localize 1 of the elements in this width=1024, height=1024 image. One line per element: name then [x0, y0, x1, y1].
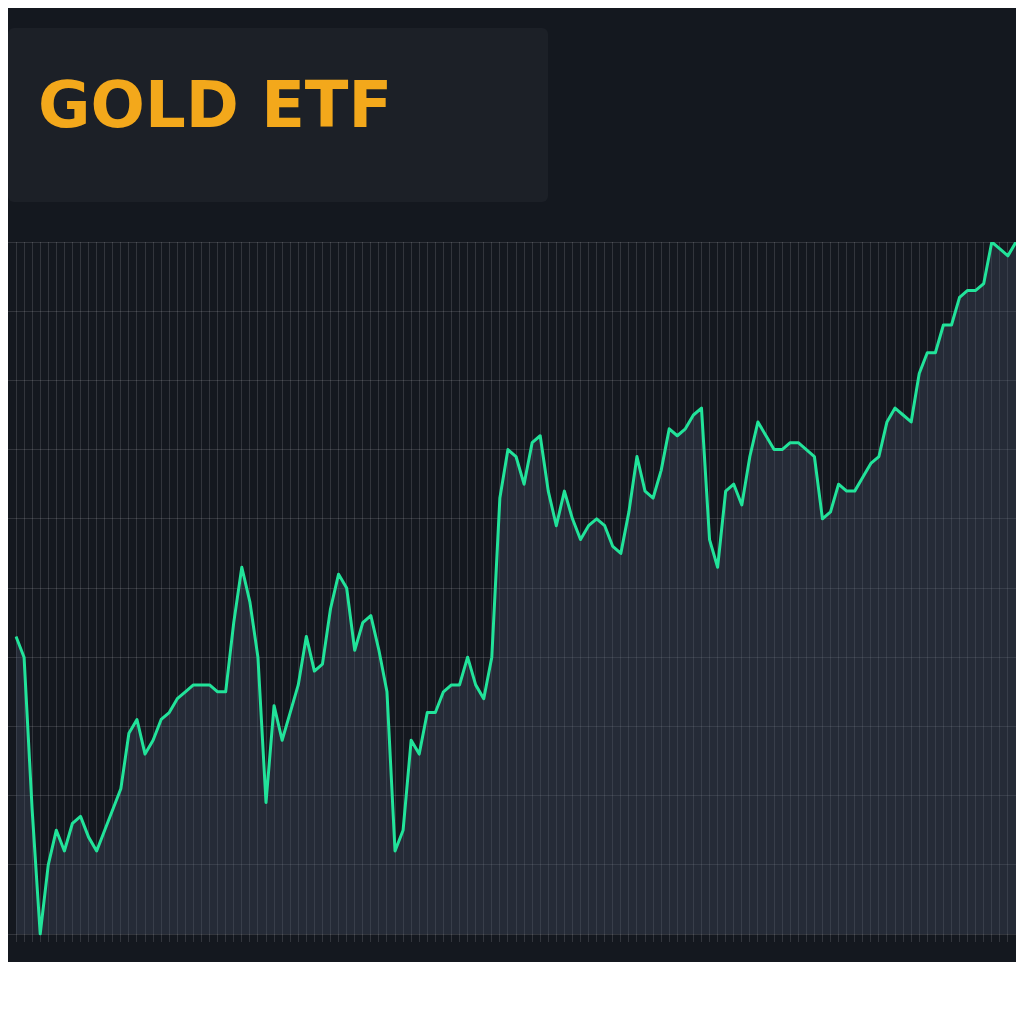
chart-title: GOLD ETF	[38, 68, 393, 142]
